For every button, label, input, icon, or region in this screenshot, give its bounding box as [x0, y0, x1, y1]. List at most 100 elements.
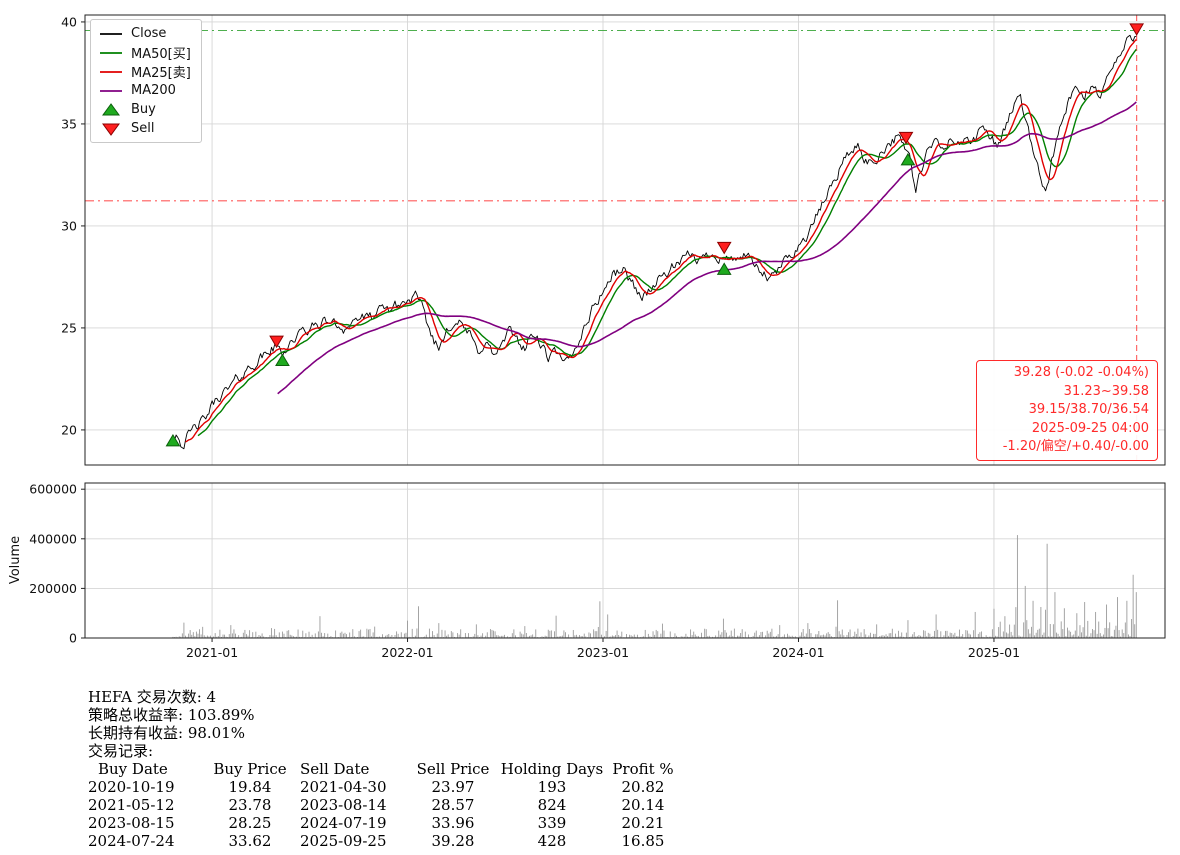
volume-bar	[727, 636, 729, 638]
volume-bar	[732, 636, 734, 638]
volume-bar	[707, 636, 709, 638]
volume-bar	[582, 636, 584, 638]
trades-table-body: 2020-10-19 19.84 2021-04-30 23.97 193 20.82 20…	[88, 778, 788, 850]
volume-bar	[649, 636, 651, 638]
volume-bar	[1126, 600, 1128, 638]
volume-bar	[636, 634, 638, 638]
volume-bar	[1062, 629, 1064, 638]
volume-bar	[272, 635, 274, 638]
trade-cell: 193	[537, 778, 567, 796]
volume-bar	[651, 636, 652, 638]
volume-bar	[954, 632, 956, 638]
volume-bar	[541, 636, 543, 638]
volume-bar	[633, 634, 635, 638]
trade-row: 2023-08-15 28.25 2024-07-19 33.96 339 20.21	[88, 814, 788, 832]
price-volume-figure: Volume 20 25 30 35 40 0 200000 400000 600000 2021…	[8, 14, 1166, 660]
buy-marker-icon	[102, 102, 120, 115]
trade-log-title: 交易记录:	[88, 742, 154, 760]
volume-bar	[557, 636, 559, 638]
volume-bar	[1093, 630, 1095, 638]
volume-bar	[496, 635, 498, 638]
volume-bar	[1104, 627, 1106, 638]
volume-bar	[841, 629, 843, 638]
volume-bar	[1052, 624, 1054, 638]
legend-label: MA200	[131, 83, 176, 98]
volume-bar	[574, 635, 576, 638]
volume-bar	[838, 631, 840, 638]
volume-bar	[411, 628, 413, 638]
volume-bar	[252, 632, 254, 638]
volume-bar	[558, 636, 560, 638]
volume-bar	[321, 632, 322, 638]
volume-bar	[615, 635, 616, 638]
volume-bar	[230, 625, 232, 638]
volume-bar	[330, 636, 332, 638]
volume-bar	[497, 635, 499, 638]
volume-bar	[260, 635, 261, 638]
volume-bar	[726, 632, 727, 638]
volume-bar	[880, 635, 882, 638]
volume-bar	[896, 636, 898, 638]
volume-bar	[762, 631, 763, 638]
volume-bar	[676, 635, 677, 638]
volume-bar	[712, 636, 713, 638]
volume-bar	[980, 631, 982, 638]
volume-bar	[1048, 636, 1050, 638]
volume-bar	[460, 629, 462, 638]
volume-bar	[635, 636, 637, 638]
volume-bar	[235, 633, 236, 638]
volume-bar	[607, 614, 609, 638]
buy-marker	[165, 433, 181, 447]
price-ytick-label: 40	[61, 14, 77, 29]
volume-bar	[543, 636, 545, 638]
volume-bar	[752, 635, 754, 638]
volume-bar	[1120, 636, 1122, 638]
volume-bar	[996, 636, 998, 638]
volume-bar	[192, 632, 194, 638]
volume-bar	[1095, 611, 1097, 638]
volume-bar	[1049, 623, 1051, 638]
volume-bar	[469, 636, 471, 638]
volume-bar	[1057, 633, 1059, 638]
volume-bar	[998, 627, 1000, 638]
volume-bar	[566, 636, 568, 638]
volume-bar	[787, 633, 788, 638]
volume-bar	[666, 636, 668, 638]
volume-bar	[372, 632, 374, 638]
volume-bar	[294, 636, 296, 638]
volume-bar	[1002, 631, 1004, 638]
volume-bar	[1040, 607, 1042, 638]
volume-bar	[1107, 628, 1109, 638]
volume-bar	[485, 635, 487, 638]
trade-cell: 33.62	[228, 832, 272, 850]
volume-bar	[1101, 635, 1103, 638]
volume-bar	[369, 628, 371, 638]
volume-bar	[502, 635, 504, 638]
volume-bar	[977, 633, 979, 638]
volume-bar	[827, 632, 829, 638]
x-tick-label: 2022-01	[381, 645, 433, 660]
volume-bar	[863, 629, 865, 638]
volume-bar	[1054, 592, 1056, 638]
volume-bar	[894, 633, 896, 638]
ma50-line	[197, 48, 1137, 437]
volume-bar	[810, 633, 812, 638]
price-ytick-label: 35	[61, 116, 77, 131]
trade-row: 2024-07-24 33.62 2025-09-25 39.28 428 16.85	[88, 832, 788, 850]
volume-bar	[932, 636, 934, 638]
volume-bar	[296, 636, 297, 638]
volume-bar	[191, 634, 193, 638]
volume-bar	[1102, 634, 1104, 638]
volume-bar	[818, 630, 820, 638]
volume-bar	[960, 636, 962, 638]
volume-bar	[322, 636, 324, 638]
volume-bar	[987, 636, 989, 638]
volume-bar	[930, 636, 932, 638]
volume-bar	[691, 635, 693, 638]
volume-bar	[779, 625, 781, 638]
volume-bar	[1029, 633, 1031, 638]
trade-cell: 2024-07-19	[300, 814, 387, 832]
volume-bar	[993, 608, 995, 638]
trade-cell: 23.78	[228, 796, 272, 814]
volume-bar	[643, 636, 645, 638]
